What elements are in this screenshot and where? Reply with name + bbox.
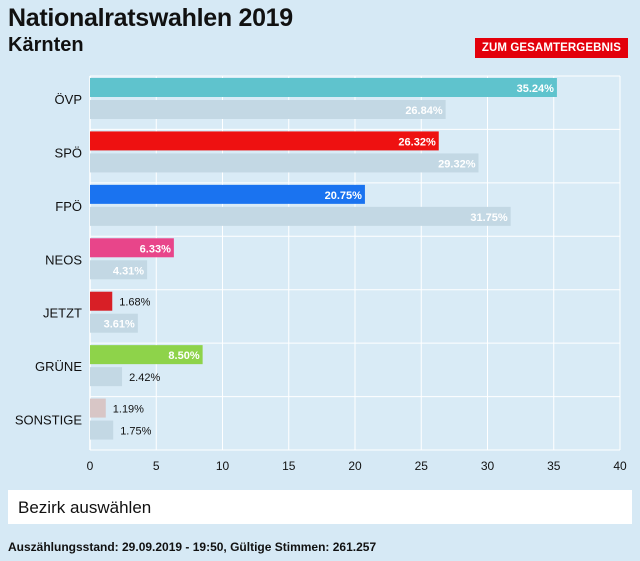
page-subtitle: Kärnten [8,34,84,56]
bar-previous [90,313,138,333]
bar-previous-label: 26.84% [405,105,443,117]
bar-previous [90,260,148,280]
count-status: Auszählungsstand: 29.09.2019 - 19:50, Gü… [8,540,377,554]
category-label: ÖVP [55,92,82,107]
x-tick-label: 30 [481,459,495,473]
bar-previous-label: 4.31% [113,265,144,277]
category-label: FPÖ [55,199,82,214]
x-tick-label: 0 [87,459,94,473]
bar-current [90,78,557,97]
bar-previous-label: 1.75% [120,426,151,438]
bar-current-label: 1.68% [119,297,150,309]
bar-previous-label: 3.61% [104,319,135,331]
x-tick-label: 40 [613,459,627,473]
bar-current-label: 1.19% [113,404,144,416]
bar-current [90,238,174,258]
x-tick-label: 15 [282,459,296,473]
bar-current-label: 35.24% [517,83,555,95]
bar-current [90,398,106,418]
x-tick-label: 25 [415,459,429,473]
bar-current-label: 6.33% [140,243,171,255]
bar-previous [90,206,511,226]
bar-previous [90,420,114,440]
bar-current-label: 20.75% [325,190,363,202]
x-tick-label: 10 [216,459,230,473]
page-title: Nationalratswahlen 2019 [8,4,293,32]
bar-current [90,184,365,204]
bar-previous [90,367,123,387]
x-tick-label: 35 [547,459,561,473]
category-label: NEOS [45,252,82,267]
category-label: SONSTIGE [15,413,83,428]
bar-previous-label: 31.75% [470,212,508,224]
category-label: GRÜNE [35,359,82,374]
results-chart: 0 5 10 15 20 25 30 35 40 ÖVP 35.24% 26.84% SPÖ 26.32%… [15,75,627,473]
category-label: SPÖ [55,145,82,160]
x-tick-label: 20 [348,459,362,473]
category-label: JETZT [43,306,82,321]
bar-previous-label: 2.42% [129,372,160,384]
bar-current [90,131,439,151]
x-tick-label: 5 [153,459,160,473]
bar-current-label: 8.50% [168,350,199,362]
bar-previous [90,153,479,173]
district-select[interactable]: Bezirk auswählen [8,490,632,524]
overall-result-button[interactable]: ZUM GESAMTERGEBNIS [474,38,628,58]
bar-previous-label: 29.32% [438,158,476,170]
bar-current [90,291,113,311]
bar-previous [90,100,446,119]
bar-current-label: 26.32% [398,136,436,148]
bar-current [90,345,203,365]
